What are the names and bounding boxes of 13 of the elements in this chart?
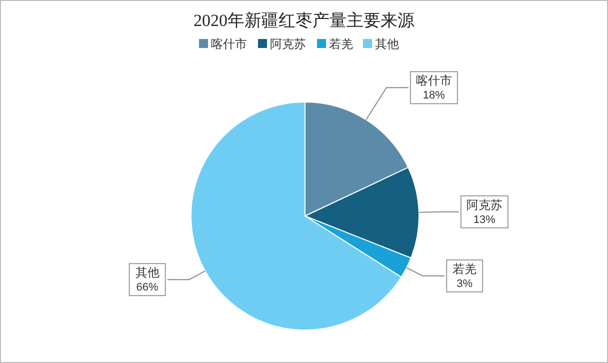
data-label: 18% bbox=[422, 90, 446, 102]
data-label: 66% bbox=[136, 282, 159, 294]
legend-label: 喀什市 bbox=[211, 37, 247, 51]
legend-label: 阿克苏 bbox=[270, 37, 306, 51]
legend-label: 其他 bbox=[375, 37, 399, 51]
data-label: 3% bbox=[456, 278, 473, 290]
slice-label: 若羌 bbox=[452, 262, 477, 276]
slice-label: 其他 bbox=[135, 266, 160, 280]
slice-label: 阿克苏 bbox=[466, 198, 502, 212]
chart-title: 2020年新疆红枣产量主要来源 bbox=[194, 11, 414, 30]
legend-label: 若羌 bbox=[329, 37, 353, 51]
data-label: 13% bbox=[473, 214, 496, 226]
slice-label: 喀什市 bbox=[416, 74, 452, 88]
